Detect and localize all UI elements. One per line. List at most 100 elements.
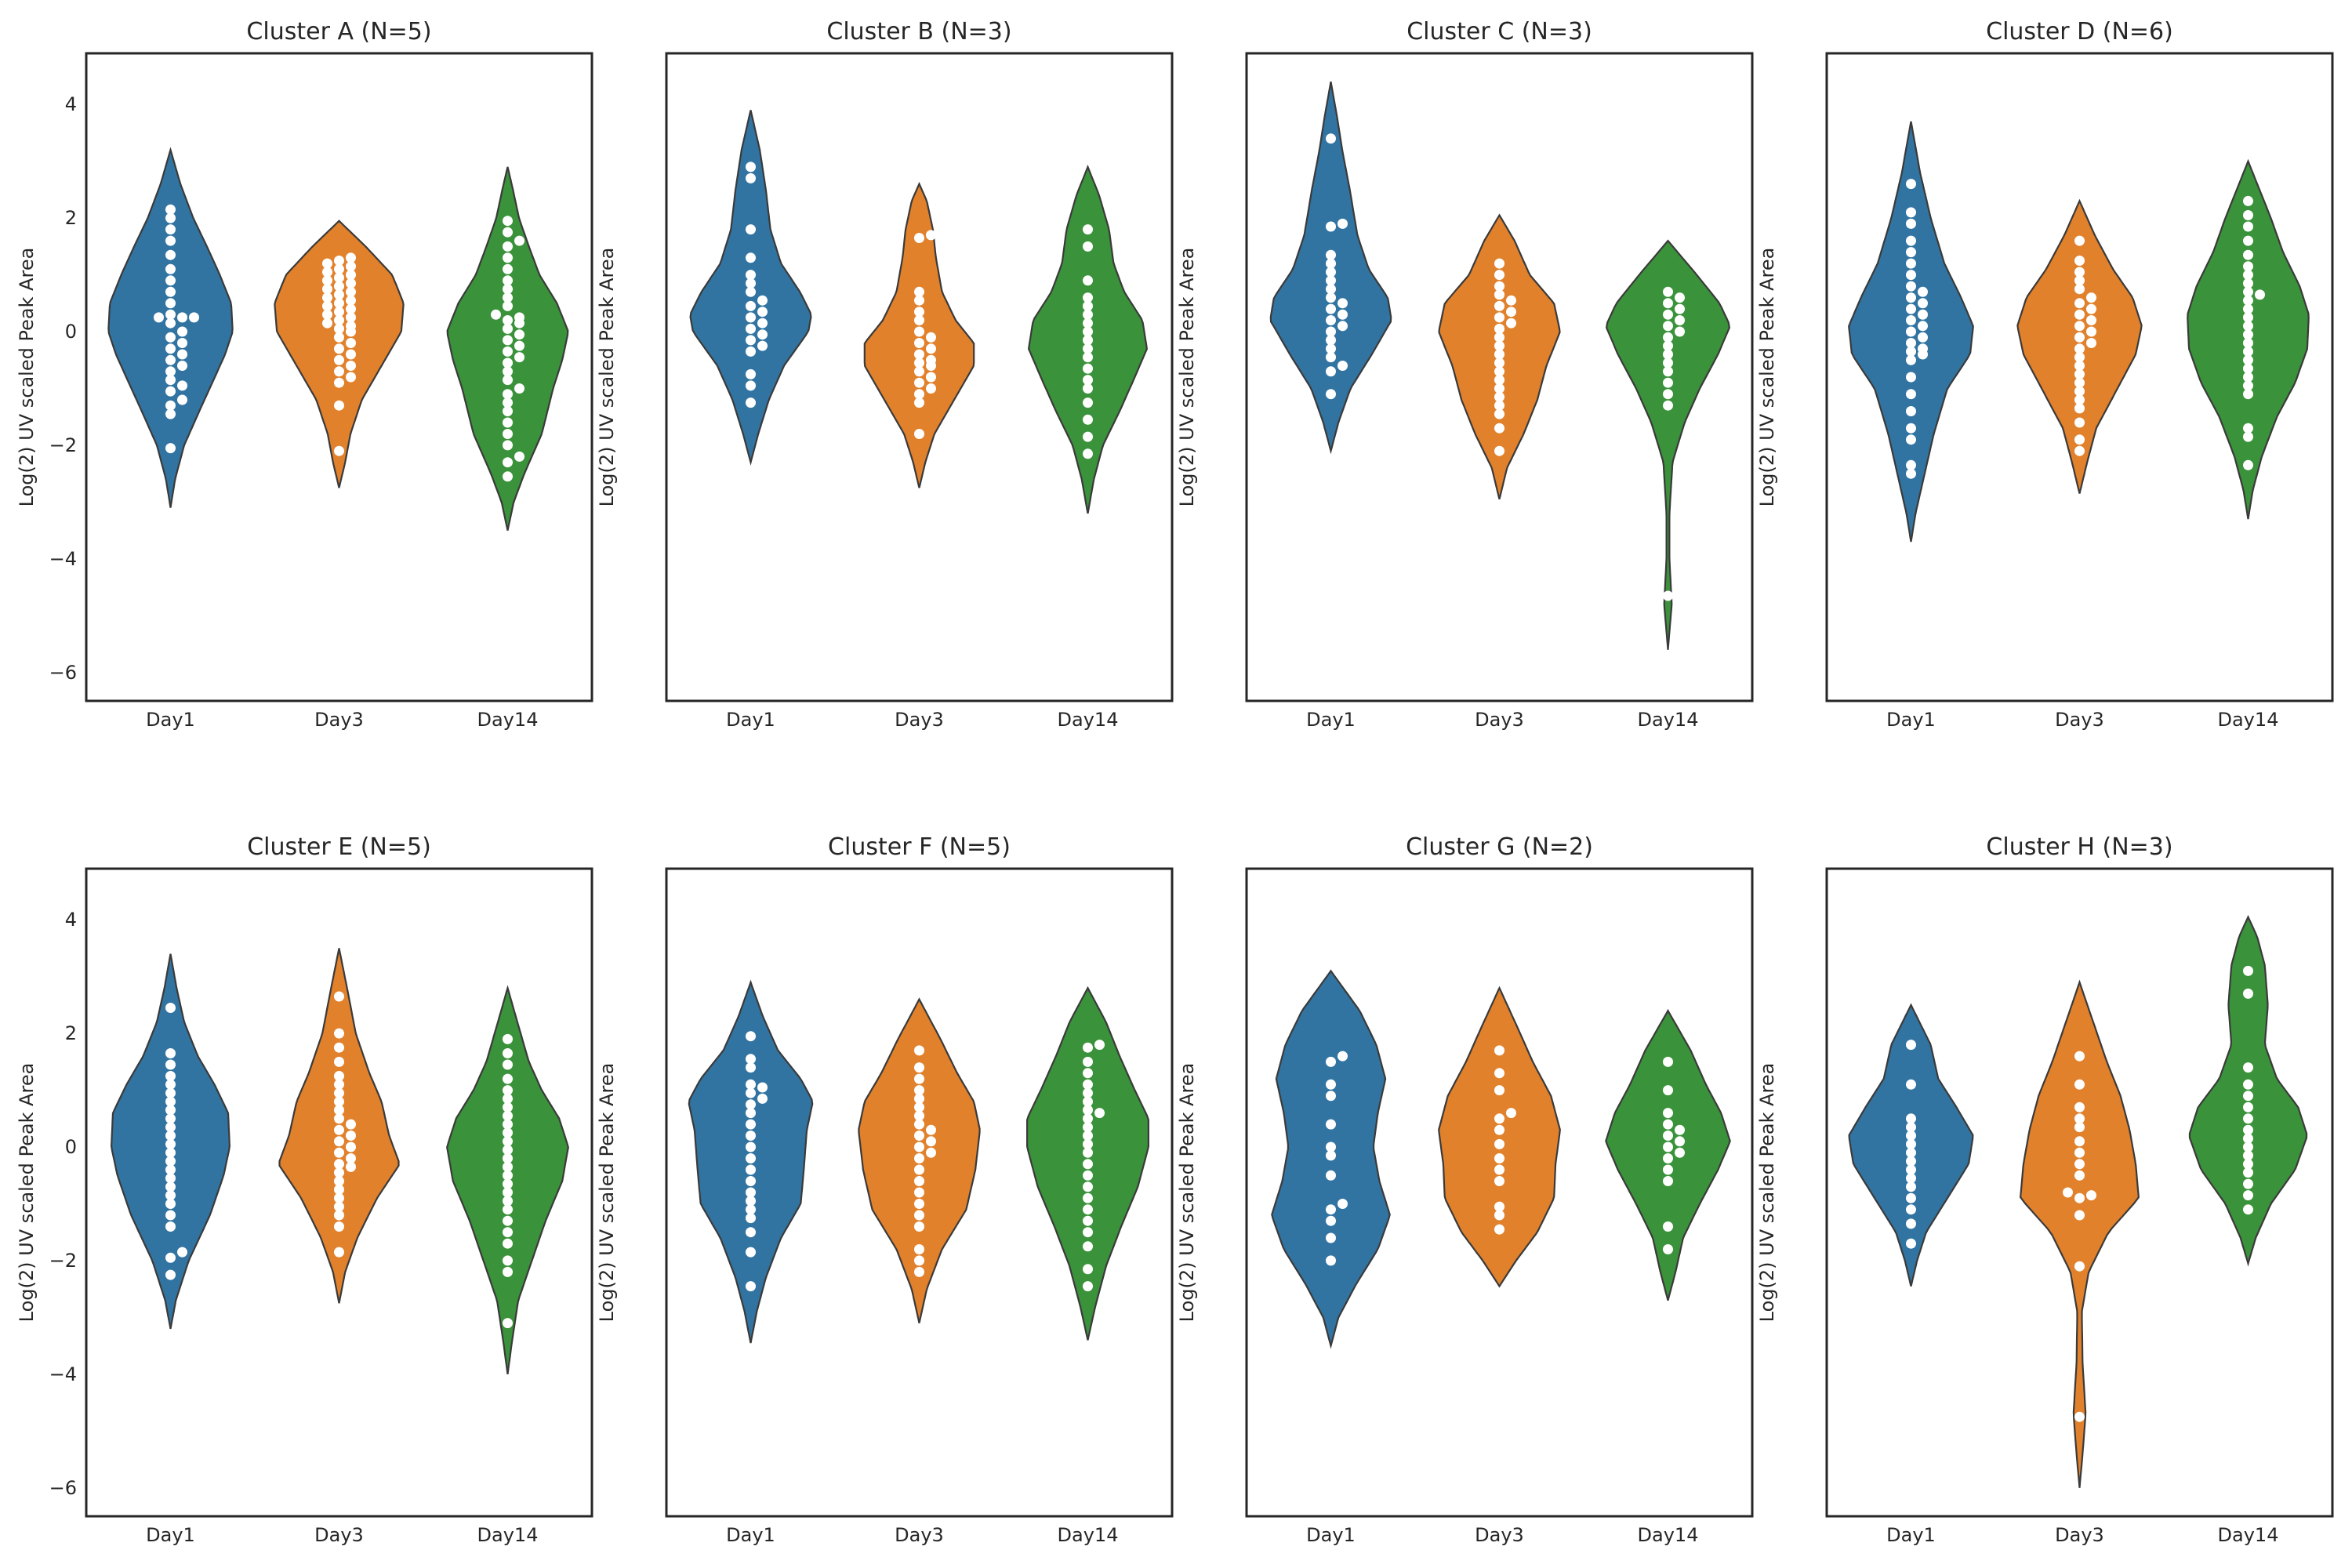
data-point (165, 1096, 176, 1107)
data-point (334, 366, 344, 377)
data-point (746, 252, 756, 263)
data-point (1906, 459, 1916, 470)
data-point (2243, 1062, 2253, 1073)
x-tick-label: Day14 (2218, 709, 2279, 731)
data-point (503, 315, 513, 325)
x-tick-label: Day14 (1058, 1524, 1119, 1546)
data-point (2243, 346, 2253, 357)
data-point (2074, 267, 2085, 278)
plot-frame (665, 52, 1174, 702)
x-tick-label: Day1 (1886, 1524, 1936, 1546)
data-point (1083, 1204, 1093, 1215)
data-point (165, 263, 176, 274)
data-point (2074, 368, 2085, 379)
data-point (1675, 1124, 1685, 1135)
data-point (2243, 988, 2253, 999)
data-point (914, 366, 924, 377)
data-point (757, 295, 768, 306)
data-point (1326, 1056, 1336, 1067)
data-point (346, 321, 356, 332)
data-point (334, 1147, 344, 1158)
data-point (334, 281, 344, 292)
x-tick-label: Day14 (477, 709, 539, 731)
data-point (2243, 210, 2253, 220)
data-point (914, 358, 924, 368)
data-point (165, 354, 176, 365)
data-point (334, 1192, 344, 1203)
data-point (165, 386, 176, 397)
data-point (346, 1142, 356, 1152)
data-point (1506, 295, 1516, 306)
data-point (1906, 270, 1916, 281)
data-point (1906, 1131, 1916, 1141)
data-point (2074, 377, 2085, 388)
data-point (503, 1187, 513, 1198)
data-point (2074, 256, 2085, 266)
data-point (1326, 335, 1336, 346)
data-point (1663, 309, 1673, 320)
data-point (2074, 352, 2085, 363)
data-point (746, 1247, 756, 1258)
data-point (503, 440, 513, 451)
data-point (165, 1156, 176, 1167)
data-point (503, 429, 513, 439)
data-point (346, 303, 356, 314)
y-axis-label: Log(2) UV scaled Peak Area (1176, 248, 1198, 507)
data-point (2243, 1113, 2253, 1124)
data-point (1663, 377, 1673, 388)
data-point (1918, 343, 1928, 354)
data-point (746, 346, 756, 357)
data-point (346, 295, 356, 306)
y-tick-label: 4 (65, 93, 77, 115)
violin-day14 (1605, 239, 1731, 650)
data-point (503, 1204, 513, 1215)
data-point (1663, 1142, 1673, 1152)
data-point (1083, 275, 1093, 286)
data-point (1083, 224, 1093, 235)
panel-a: Cluster A (N=5) Log(2) UV scaled Peak Are… (16, 18, 593, 731)
data-point (334, 1079, 344, 1090)
data-point (503, 366, 513, 377)
data-point (334, 1247, 344, 1258)
data-point (1494, 300, 1504, 311)
data-point (1663, 332, 1673, 343)
data-point (1083, 1215, 1093, 1226)
data-point (346, 1161, 356, 1172)
panel-g: Cluster G (N=2) Log(2) UV scaled Peak Are… (1176, 833, 1754, 1546)
violin-day14 (2188, 914, 2308, 1267)
data-point (503, 284, 513, 295)
data-point (914, 338, 924, 348)
data-point (165, 249, 176, 260)
data-point (165, 1181, 176, 1192)
data-point (1083, 300, 1093, 311)
data-point (322, 267, 332, 278)
data-point (1906, 326, 1916, 337)
data-point (1338, 218, 1348, 229)
data-point (503, 397, 513, 408)
data-point (2074, 1261, 2085, 1272)
data-point (322, 292, 332, 303)
data-point (746, 1099, 756, 1110)
data-point (1326, 303, 1336, 314)
y-tick-label: −2 (49, 1250, 77, 1272)
data-point (2243, 965, 2253, 976)
data-point (1494, 1085, 1504, 1096)
data-point (1326, 1142, 1336, 1152)
data-point (1675, 292, 1685, 303)
data-point (1506, 1108, 1516, 1119)
data-point (334, 400, 344, 411)
data-point (914, 1176, 924, 1186)
data-point (165, 1221, 176, 1232)
data-point (334, 1124, 344, 1135)
data-point (926, 1136, 936, 1147)
data-point (1494, 323, 1504, 334)
data-point (914, 326, 924, 337)
data-point (334, 1184, 344, 1195)
data-point (1663, 1176, 1673, 1186)
data-point (1663, 340, 1673, 351)
data-point (1675, 1136, 1685, 1147)
data-point (2074, 1210, 2085, 1221)
x-tick-label: Day1 (1306, 709, 1356, 731)
data-point (914, 1110, 924, 1121)
data-point (503, 1178, 513, 1189)
